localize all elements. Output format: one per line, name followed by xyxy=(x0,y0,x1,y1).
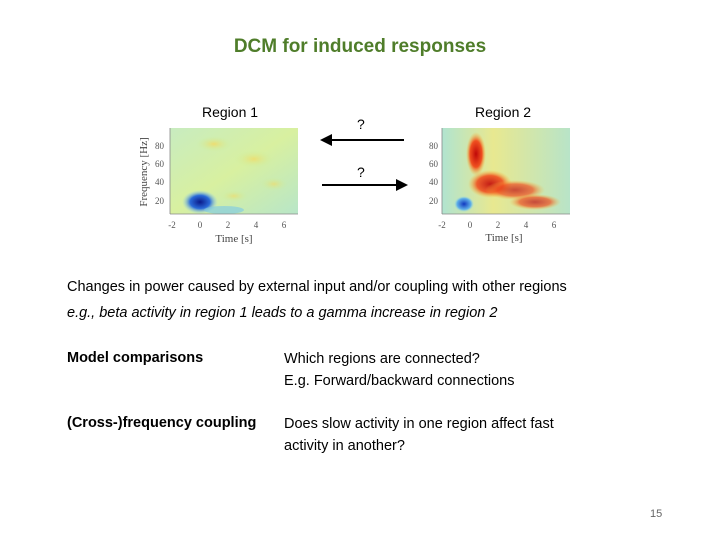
description-line: Changes in power caused by external inpu… xyxy=(67,279,567,295)
region-1-label: Region 1 xyxy=(202,104,259,120)
question-mark-backward: ? xyxy=(357,164,365,180)
y-tick-label: 40 xyxy=(429,177,439,187)
x-tick-label: -2 xyxy=(438,220,446,230)
x-tick-label: 2 xyxy=(226,220,231,230)
x-tick-label: 4 xyxy=(254,220,259,230)
x-tick-label: -2 xyxy=(168,220,176,230)
y-axis-title: Frequency [Hz] xyxy=(138,137,150,206)
y-tick-label: 60 xyxy=(155,159,165,169)
desc-line: Which regions are connected? xyxy=(284,351,480,367)
desc-line: Does slow activity in one region affect … xyxy=(284,416,554,432)
term-cross-frequency-coupling: (Cross-)frequency coupling xyxy=(67,415,257,431)
page-number: 15 xyxy=(650,508,663,520)
question-mark-forward: ? xyxy=(357,116,365,132)
right-arrow-icon xyxy=(322,179,408,191)
x-axis-title: Time [s] xyxy=(485,232,522,244)
x-tick-label: 0 xyxy=(468,220,473,230)
region-2-label: Region 2 xyxy=(475,104,532,120)
y-tick-label: 60 xyxy=(429,159,439,169)
term-model-comparisons: Model comparisons xyxy=(67,350,204,366)
gamma-increase-blob xyxy=(466,132,486,176)
x-axis-title: Time [s] xyxy=(215,233,252,245)
low-frequency-blob xyxy=(454,196,474,212)
desc-cross-frequency-coupling: Does slow activity in one region affect … xyxy=(284,413,554,457)
desc-line: E.g. Forward/backward connections xyxy=(284,373,515,389)
slide-title: DCM for induced responses xyxy=(233,36,487,57)
desc-model-comparisons: Which regions are connected? E.g. Forwar… xyxy=(284,348,515,392)
coupling-arrows xyxy=(320,134,408,191)
left-arrow-icon xyxy=(320,134,404,146)
x-tick-label: 2 xyxy=(496,220,501,230)
y-tick-label: 20 xyxy=(155,196,165,206)
y-tick-label: 20 xyxy=(429,196,439,206)
y-tick-label: 80 xyxy=(429,141,439,151)
desc-line: activity in another? xyxy=(284,438,405,454)
region-2-time-frequency-plot: 80 60 40 20 -2 0 2 4 6 Time [s] xyxy=(429,128,570,244)
example-line: e.g., beta activity in region 1 leads to… xyxy=(67,305,498,321)
y-tick-label: 40 xyxy=(155,177,165,187)
region-1-time-frequency-plot: 80 60 40 20 -2 0 2 4 6 Time [s] Frequenc… xyxy=(138,128,298,245)
x-tick-label: 4 xyxy=(524,220,529,230)
x-tick-label: 0 xyxy=(198,220,203,230)
y-tick-label: 80 xyxy=(155,141,165,151)
x-tick-label: 6 xyxy=(282,220,287,230)
x-tick-label: 6 xyxy=(552,220,557,230)
